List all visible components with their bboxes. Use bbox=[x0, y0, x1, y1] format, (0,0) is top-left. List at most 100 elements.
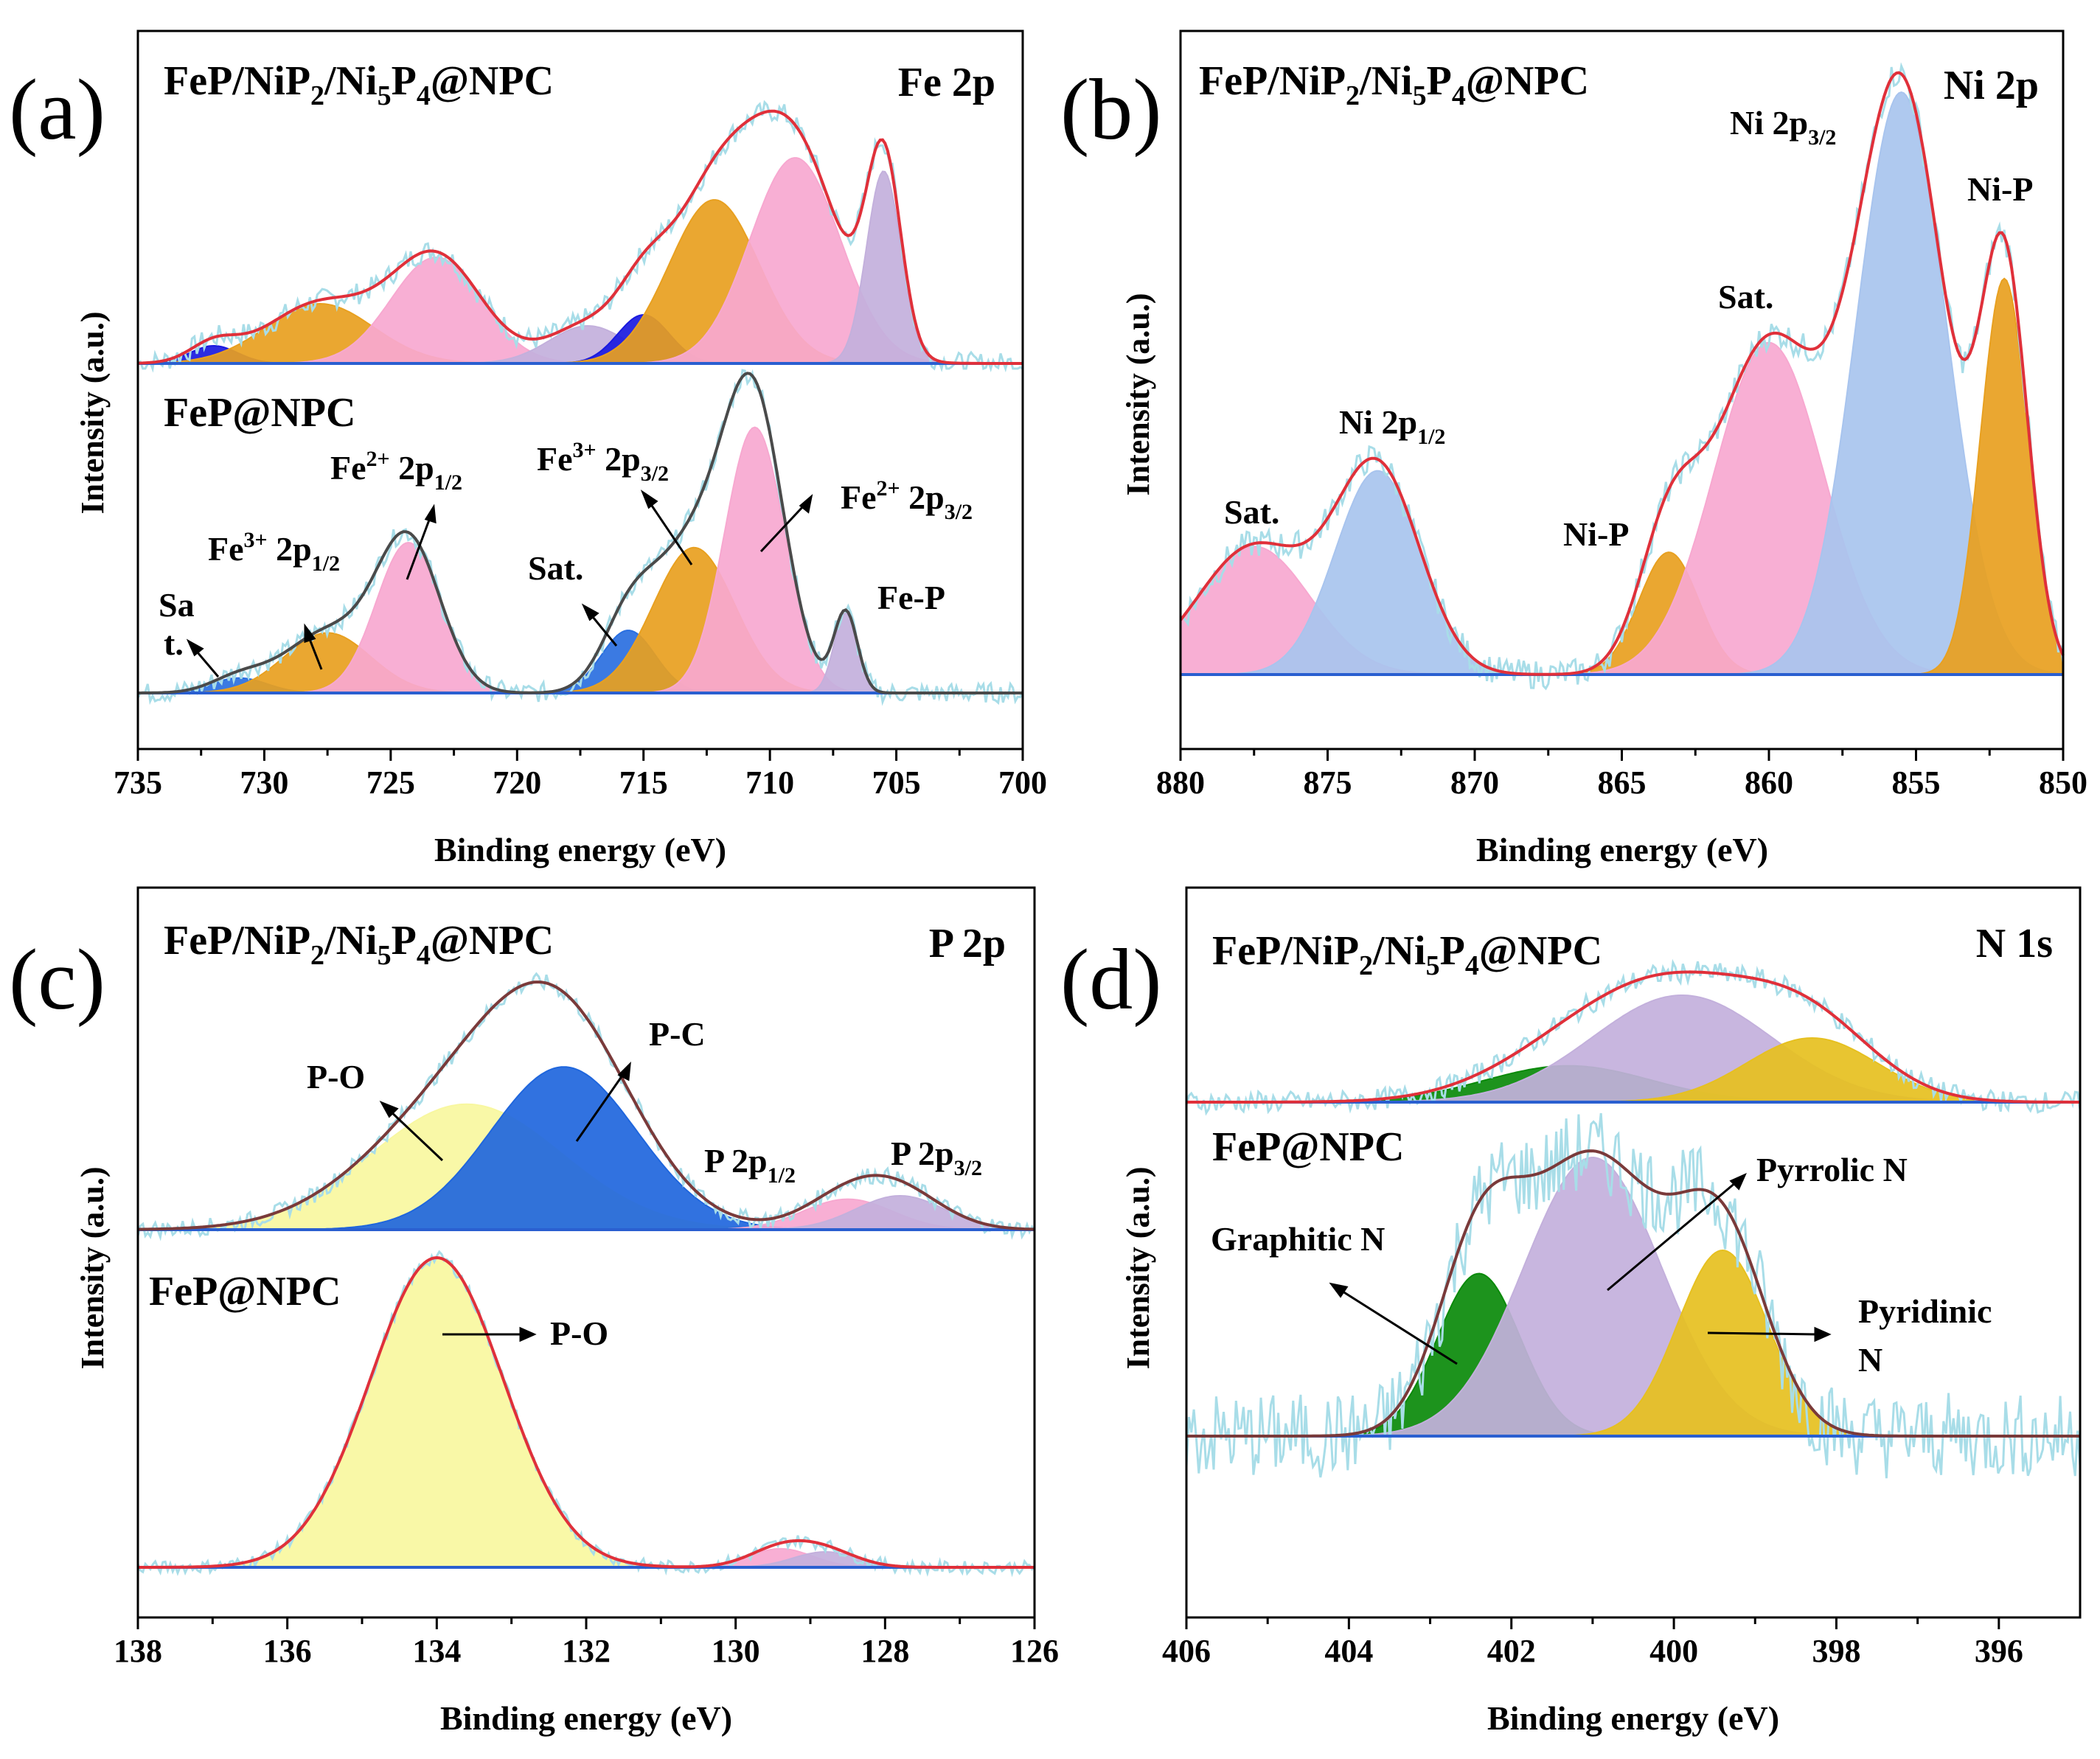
plot-d bbox=[1185, 958, 2082, 1479]
raw-spectrum-c-1 bbox=[136, 1250, 1036, 1578]
annot-ni-12: Ni 2p1/2 bbox=[1339, 403, 1445, 449]
sample-label-b: FeP/NiP2/Ni5P4@NPC bbox=[1199, 58, 1589, 111]
annot-nip-b-right: Ni-P bbox=[1967, 170, 2033, 208]
peak-b-0-4 bbox=[1181, 91, 2064, 675]
plot-c bbox=[136, 972, 1036, 1578]
plot-b bbox=[1179, 62, 2065, 691]
panel-label-d: (d) bbox=[1060, 931, 1162, 1028]
annot-fep-a: Fe-P bbox=[877, 579, 945, 616]
panel-label-b: (b) bbox=[1060, 61, 1162, 158]
panel-label-a: (a) bbox=[9, 61, 105, 158]
tick-label-a-5: 710 bbox=[745, 764, 794, 801]
tick-label-d-5: 396 bbox=[1975, 1633, 2023, 1669]
core-level-title-c: P 2p bbox=[929, 921, 1006, 966]
arrows-a bbox=[186, 490, 813, 678]
annot-pyridinic-2: N bbox=[1858, 1341, 1882, 1379]
raw-spectrum-d-0 bbox=[1185, 958, 2082, 1116]
annot-p12: P 2p1/2 bbox=[704, 1142, 796, 1188]
envelope-c-1 bbox=[138, 1255, 1035, 1569]
tick-label-a-0: 735 bbox=[114, 764, 162, 801]
tick-label-a-4: 715 bbox=[619, 764, 668, 801]
panel-b: (b) Intensity (a.u.) 880 875 870 865 860 855 8… bbox=[1060, 29, 2087, 868]
annot-graphitic: Graphitic N bbox=[1211, 1220, 1385, 1258]
tick-label-c-0: 138 bbox=[114, 1633, 162, 1669]
x-ticks-d: 406 404 402 400 398 396 bbox=[1162, 1617, 2023, 1669]
panel-c: (c) Intensity (a.u.) 138 136 134 132 130 128 1… bbox=[9, 886, 1059, 1737]
sample-label-d-top: FeP/NiP2/Ni5P4@NPC bbox=[1212, 928, 1602, 981]
tick-label-d-4: 398 bbox=[1812, 1633, 1860, 1669]
annot-sat-b-left: Sat. bbox=[1224, 493, 1279, 531]
annot-fe2-12: Fe2+ 2p1/2 bbox=[330, 447, 462, 495]
panel-a: (a) Intensity (a.u.) 735 730 725 720 715 710 7… bbox=[9, 29, 1047, 868]
core-level-title-a: Fe 2p bbox=[898, 60, 995, 105]
x-axis-label-c: Binding energy (eV) bbox=[440, 1699, 732, 1737]
tick-label-b-0: 880 bbox=[1156, 764, 1205, 801]
annot-ni-32: Ni 2p3/2 bbox=[1730, 104, 1836, 150]
x-ticks-c: 138 136 134 132 130 128 126 bbox=[114, 1617, 1059, 1669]
sample-label-a-bottom: FeP@NPC bbox=[164, 390, 355, 436]
annot-sat-a-mid: Sat. bbox=[528, 549, 583, 587]
annot-po-top: P-O bbox=[307, 1058, 365, 1096]
tick-label-b-4: 860 bbox=[1745, 764, 1793, 801]
tick-label-c-5: 128 bbox=[860, 1633, 909, 1669]
sample-label-d-bottom: FeP@NPC bbox=[1212, 1124, 1404, 1170]
core-level-title-b: Ni 2p bbox=[1944, 63, 2039, 108]
envelope-a-0 bbox=[137, 109, 1023, 365]
tick-label-a-6: 705 bbox=[872, 764, 921, 801]
tick-label-c-1: 136 bbox=[263, 1633, 312, 1669]
y-axis-label-d: Intensity (a.u.) bbox=[1120, 1166, 1156, 1369]
annot-fe2-32: Fe2+ 2p3/2 bbox=[841, 476, 973, 524]
tick-label-a-3: 720 bbox=[493, 764, 541, 801]
x-axis-label-a: Binding energy (eV) bbox=[434, 831, 726, 868]
annot-pc: P-C bbox=[649, 1015, 706, 1053]
x-ticks-b: 880 875 870 865 860 855 850 bbox=[1156, 749, 2087, 801]
annot-sat-a-2: t. bbox=[164, 624, 184, 662]
panel-label-c: (c) bbox=[9, 931, 105, 1028]
tick-label-d-1: 404 bbox=[1324, 1633, 1373, 1669]
annot-fe3-12: Fe3+ 2p1/2 bbox=[208, 528, 340, 576]
sample-label-c-top: FeP/NiP2/Ni5P4@NPC bbox=[164, 918, 554, 971]
annot-sat-a-1: Sa bbox=[159, 586, 195, 624]
arrows-d bbox=[1329, 1173, 1832, 1365]
plot-a bbox=[136, 100, 1024, 706]
envelope-b-0 bbox=[1179, 71, 2065, 676]
envelope-a-1 bbox=[138, 372, 1023, 694]
tick-label-d-0: 406 bbox=[1162, 1633, 1211, 1669]
tick-label-b-3: 865 bbox=[1598, 764, 1647, 801]
envelope-d-1 bbox=[1186, 1149, 2080, 1438]
tick-label-c-4: 130 bbox=[712, 1633, 760, 1669]
tick-label-a-2: 725 bbox=[366, 764, 415, 801]
core-level-title-d: N 1s bbox=[1976, 921, 2053, 966]
x-axis-label-d: Binding energy (eV) bbox=[1487, 1699, 1779, 1737]
y-axis-label-b: Intensity (a.u.) bbox=[1120, 293, 1156, 495]
tick-label-d-3: 400 bbox=[1649, 1633, 1698, 1669]
tick-label-a-7: 700 bbox=[998, 764, 1047, 801]
annot-nip-b-left: Ni-P bbox=[1563, 515, 1629, 553]
annot-po-bottom: P-O bbox=[550, 1314, 608, 1352]
tick-label-a-1: 730 bbox=[240, 764, 288, 801]
arrows-c bbox=[379, 1061, 631, 1342]
tick-label-b-1: 875 bbox=[1304, 764, 1352, 801]
raw-spectrum-b-0 bbox=[1180, 62, 2065, 691]
annot-pyridinic-1: Pyridinic bbox=[1858, 1292, 1992, 1330]
tick-label-b-2: 870 bbox=[1450, 764, 1499, 801]
frame-c bbox=[136, 886, 1036, 1619]
raw-spectrum-a-1 bbox=[136, 369, 1024, 706]
panel-d: (d) Intensity (a.u.) 406 404 402 400 398 396 … bbox=[1060, 886, 2082, 1737]
envelope-d-0 bbox=[1186, 970, 2080, 1104]
x-axis-label-b: Binding energy (eV) bbox=[1476, 831, 1768, 868]
annot-pyrrolic: Pyrrolic N bbox=[1756, 1151, 1908, 1188]
tick-label-b-6: 850 bbox=[2039, 764, 2087, 801]
raw-spectrum-d-1 bbox=[1185, 1112, 2082, 1479]
tick-label-c-6: 126 bbox=[1010, 1633, 1059, 1669]
annot-fe3-32: Fe3+ 2p3/2 bbox=[537, 438, 669, 486]
tick-label-c-2: 134 bbox=[412, 1633, 461, 1669]
envelope-c-0 bbox=[137, 980, 1035, 1231]
tick-label-c-3: 132 bbox=[562, 1633, 611, 1669]
tick-label-d-2: 402 bbox=[1487, 1633, 1536, 1669]
sample-label-c-bottom: FeP@NPC bbox=[149, 1269, 341, 1314]
y-axis-label-c: Intensity (a.u.) bbox=[74, 1166, 111, 1369]
x-ticks-a: 735 730 725 720 715 710 705 700 bbox=[114, 749, 1047, 801]
annot-p32: P 2p3/2 bbox=[891, 1135, 982, 1180]
frame-d bbox=[1185, 886, 2082, 1619]
